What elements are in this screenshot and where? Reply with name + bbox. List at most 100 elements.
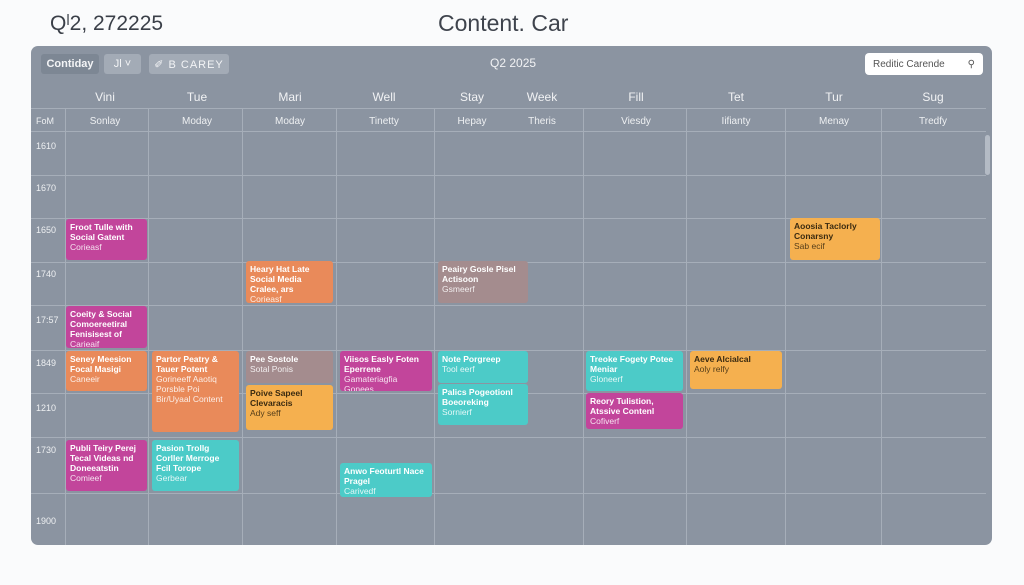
- search-icon[interactable]: ⚲: [967, 58, 975, 70]
- day-header[interactable]: Well: [372, 90, 396, 104]
- event-card[interactable]: Poive Sapeel Clevaracis Ady seff: [246, 385, 333, 430]
- day-header[interactable]: Week: [526, 90, 558, 104]
- event-card[interactable]: Reory Tulistion, Atssive Contenl Cofiverf: [586, 393, 683, 429]
- time-label: 1900: [36, 516, 57, 526]
- grid-line: [31, 108, 986, 109]
- corner-label: FoM: [36, 116, 54, 126]
- day-header[interactable]: Mari: [278, 90, 302, 104]
- day-header[interactable]: Tet: [727, 90, 745, 104]
- event-subtitle: Ady seff: [250, 408, 281, 418]
- event-card[interactable]: Aoosia Taclorly Conarsny Sab ecif: [790, 218, 880, 260]
- grid-line: [881, 108, 882, 545]
- event-subtitle: Gsmeerf: [442, 284, 475, 294]
- day-header[interactable]: Sug: [922, 90, 944, 104]
- event-card[interactable]: Publi Teiry Perej Tecal Videas nd Doneea…: [66, 440, 147, 491]
- filter-dropdown[interactable]: Jl ˅: [104, 54, 141, 74]
- search-value: Reditic Carende: [873, 58, 945, 70]
- time-label: 1730: [36, 445, 57, 455]
- grid-line: [65, 108, 66, 545]
- view-button[interactable]: Contiday: [41, 54, 99, 74]
- event-title: Seney Meesion Focal Masigi: [70, 354, 132, 374]
- event-title: Partor Peatry & Tauer Potent: [156, 354, 218, 374]
- grid-line: [148, 108, 149, 545]
- event-title: Poive Sapeel Clevaracis: [250, 388, 303, 408]
- event-card[interactable]: Partor Peatry & Tauer Potent Gorineeff Aa…: [152, 351, 239, 432]
- event-subtitle: Cofiverf: [590, 416, 620, 426]
- event-title: Treoke Fogety Potee Meniar: [590, 354, 674, 374]
- day-subheader: Tredfy: [919, 116, 947, 127]
- event-title: Aeve Alcialcal: [694, 354, 751, 364]
- event-title: Heary Hat Late Social Media Cralee, ars: [250, 264, 310, 294]
- calendar-panel: Contiday Jl ˅ ✐ B CAREY Q2 2025 Reditic …: [31, 46, 992, 545]
- time-label: 1610: [36, 141, 57, 151]
- day-subheader: Hepay: [457, 116, 487, 127]
- event-subtitle: Caneeir: [70, 374, 100, 384]
- event-title: Viisos Easly Foten Eperrene: [344, 354, 419, 374]
- event-card[interactable]: Pasion Trollg Corller Merroge Fcil Torop…: [152, 440, 239, 491]
- date-label: Qˡ2, 272225: [50, 12, 164, 35]
- event-subtitle: Corieasf: [250, 294, 282, 303]
- event-title: Note Porgreep: [442, 354, 501, 364]
- event-subtitle: Sotal Ponis: [250, 364, 293, 374]
- grid-line: [31, 131, 986, 132]
- event-card[interactable]: Peairy Gosle Pisel Actisoon Gsmeerf: [438, 261, 528, 303]
- day-subheader: Iifianty: [721, 116, 751, 127]
- search-input[interactable]: Reditic Carende ⚲: [865, 53, 983, 75]
- day-subheader: Tinetty: [369, 116, 399, 127]
- page-title: Content. Car: [438, 10, 569, 36]
- grid-line: [31, 350, 986, 351]
- time-label: 1740: [36, 269, 57, 279]
- time-label: 17:57: [36, 315, 59, 325]
- category-button[interactable]: ✐ B CAREY: [149, 54, 229, 74]
- event-card[interactable]: Froot Tulle with Social Gatent Corieasf: [66, 219, 147, 260]
- event-title: Peairy Gosle Pisel Actisoon: [442, 264, 516, 284]
- day-header[interactable]: Tue: [186, 90, 208, 104]
- event-subtitle: Gorineeff Aaotiq Porsble Poi Bir/Uyaal C…: [156, 374, 223, 404]
- event-title: Froot Tulle with Social Gatent: [70, 222, 133, 242]
- event-subtitle: Carivedf: [344, 486, 376, 496]
- event-card[interactable]: Viisos Easly Foten Eperrene Gamateriagfia…: [340, 351, 432, 391]
- event-title: Coeity & Social Comoereetiral Fenisisest…: [70, 309, 132, 339]
- day-header[interactable]: Vini: [95, 90, 115, 104]
- day-subheader: Sonlay: [89, 116, 121, 127]
- event-title: Pee Sostole: [250, 354, 299, 364]
- event-subtitle: Aoly relfy: [694, 364, 729, 374]
- event-card[interactable]: Treoke Fogety Potee Meniar Gloneerf: [586, 351, 683, 391]
- event-subtitle: Carieaif: [70, 339, 100, 348]
- event-card[interactable]: Pee Sostole Sotal Ponis: [246, 351, 333, 383]
- event-title: Aoosia Taclorly Conarsny: [794, 221, 857, 241]
- event-card[interactable]: Anwo Feoturtl Nace Pragel Carivedf: [340, 463, 432, 497]
- quarter-label: Q2 2025: [490, 56, 537, 70]
- grid-line: [31, 437, 986, 438]
- grid-line: [31, 305, 986, 306]
- scrollbar-thumb[interactable]: [985, 135, 990, 175]
- event-title: Pasion Trollg Corller Merroge Fcil Torop…: [156, 443, 220, 473]
- event-card[interactable]: Seney Meesion Focal Masigi Caneeir: [66, 351, 147, 391]
- event-subtitle: Sornierf: [442, 407, 472, 417]
- event-title: Publi Teiry Perej Tecal Videas nd Doneea…: [70, 443, 136, 473]
- grid-line: [686, 108, 687, 545]
- event-card[interactable]: Note Porgreep Tool eerf: [438, 351, 528, 383]
- day-header[interactable]: Tur: [825, 90, 843, 104]
- grid-line: [31, 175, 986, 176]
- time-label: 1670: [36, 183, 57, 193]
- event-card[interactable]: Heary Hat Late Social Media Cralee, ars C…: [246, 261, 333, 303]
- event-card[interactable]: Palics Pogeotionl Boeoreking Sornierf: [438, 384, 528, 425]
- event-title: Reory Tulistion, Atssive Contenl: [590, 396, 655, 416]
- day-header[interactable]: Stay: [459, 90, 485, 104]
- time-label: 1650: [36, 225, 57, 235]
- day-subheader: Viesdy: [621, 116, 651, 127]
- event-title: Anwo Feoturtl Nace Pragel: [344, 466, 424, 486]
- day-subheader: Menay: [818, 116, 850, 127]
- grid-line: [583, 108, 584, 545]
- day-header[interactable]: Fill: [628, 90, 644, 104]
- event-card[interactable]: Coeity & Social Comoereetiral Fenisisest…: [66, 306, 147, 348]
- event-card[interactable]: Aeve Alcialcal Aoly relfy: [690, 351, 782, 389]
- event-subtitle: Sab ecif: [794, 241, 825, 251]
- event-subtitle: Gloneerf: [590, 374, 623, 384]
- time-label: 1849: [36, 358, 57, 368]
- grid-line: [31, 218, 986, 219]
- event-subtitle: Corieasf: [70, 242, 102, 252]
- day-subheader: Theris: [528, 116, 556, 127]
- grid-line: [434, 108, 435, 545]
